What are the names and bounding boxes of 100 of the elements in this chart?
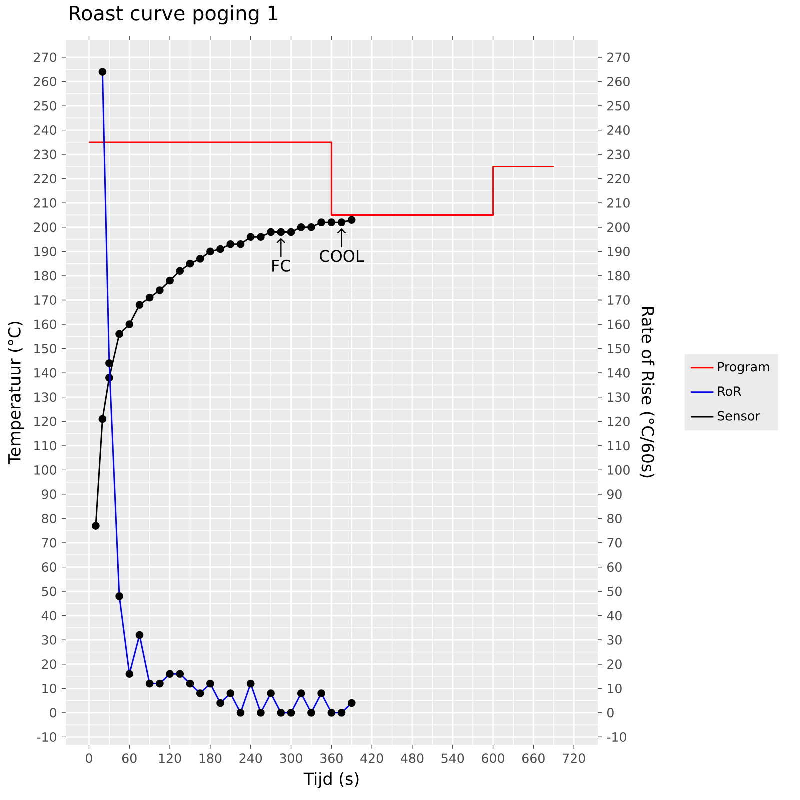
y2-tick-label: 70 (608, 538, 622, 548)
point (136, 301, 144, 310)
y-tick-label: 110 (34, 441, 56, 451)
y2-tick-label: 50 (608, 586, 622, 596)
y-tick-label: 230 (34, 150, 56, 160)
y2-tick-label: 190 (608, 246, 630, 256)
y2-tick-label: 270 (608, 52, 630, 62)
y-tick-label: 20 (42, 660, 56, 670)
y-tick-label: 160 (34, 320, 56, 330)
y2-tick-label: 250 (608, 101, 630, 111)
x-tick-label: 360 (320, 754, 343, 764)
y-tick-label: 70 (42, 538, 56, 548)
y-tick-label: 250 (34, 101, 56, 111)
y-tick-label: 90 (42, 490, 56, 500)
x-tick-label: 240 (240, 754, 262, 764)
point (176, 267, 184, 276)
point (92, 522, 100, 530)
y2-tick-label: 30 (608, 635, 622, 645)
y2-tick-label: 90 (607, 490, 622, 500)
point (146, 294, 154, 302)
y2-tick-label: 260 (608, 76, 630, 87)
x-tick-label: 600 (482, 754, 504, 764)
x-tick-label: 120 (159, 754, 182, 764)
x-tick-label: 480 (401, 754, 424, 764)
y2-tick-label: -10 (607, 732, 626, 742)
y-tick-label: 100 (34, 465, 56, 475)
x-tick-label: 0 (86, 754, 92, 764)
y-tick-label: 120 (34, 416, 56, 426)
y-tick-label: 210 (34, 198, 56, 208)
y2-tick-label: 180 (608, 271, 630, 281)
y-tick-label: 50 (42, 586, 56, 596)
y2-tick-label: 140 (608, 368, 630, 378)
y-tick-label: 150 (34, 344, 56, 354)
y-tick-label: 190 (34, 246, 56, 256)
y2-tick-label: 40 (607, 611, 622, 621)
y2-tick-label: 230 (608, 150, 630, 160)
y-tick-label: 30 (42, 635, 56, 645)
point (126, 320, 134, 328)
y-tick-label: 0 (50, 708, 56, 718)
y-tick-label: 270 (34, 52, 56, 62)
y2-tick-label: 210 (608, 198, 630, 208)
point (216, 245, 224, 254)
y2-tick-label: 150 (608, 344, 630, 354)
y-tick-label: 260 (34, 76, 56, 87)
y2-tick-label: 200 (608, 222, 630, 232)
point (226, 240, 235, 248)
y2-tick-label: 160 (608, 320, 630, 330)
point (338, 218, 346, 226)
point (287, 228, 296, 236)
point (267, 228, 275, 236)
x-tick-label: 300 (280, 754, 302, 764)
y-tick-label: -10 (37, 732, 56, 742)
y2-tick-label: 80 (608, 514, 622, 524)
x-tick-label: 540 (442, 754, 464, 764)
point (206, 248, 214, 256)
y-tick-label: 40 (42, 611, 56, 621)
legend-label: RoR (718, 386, 742, 396)
x-tick-label: 660 (522, 754, 545, 764)
point (166, 276, 174, 285)
x-tick-label: 720 (563, 754, 586, 764)
y2-tick-label: 240 (608, 126, 630, 136)
legend-label: Program (718, 362, 770, 374)
point (246, 233, 255, 242)
y2-tick-label: 220 (608, 174, 630, 184)
point (98, 415, 107, 424)
y2-tick-label: 60 (608, 562, 622, 572)
legend-label: Sensor (718, 411, 760, 421)
point (297, 223, 306, 232)
chart-title: Roast curve poging 1 (70, 5, 278, 25)
x-axis-title: Tijd (s) (304, 772, 359, 788)
y2-tick-label: 170 (608, 295, 630, 306)
x-tick-label: 60 (122, 754, 137, 764)
y-tick-label: 60 (42, 562, 56, 572)
y-tick-label: 10 (42, 684, 56, 694)
y-tick-label: 140 (34, 368, 56, 378)
point (308, 223, 316, 232)
point (348, 216, 356, 224)
y-tick-label: 200 (34, 222, 56, 232)
point (186, 260, 194, 268)
annotation: COOL (320, 250, 364, 262)
y2-tick-label: 100 (608, 465, 630, 475)
y-tick-label: 130 (34, 392, 56, 402)
y2-axis-title: Rate of Rise (°C/60s) (640, 308, 655, 478)
y2-tick-label: 130 (608, 392, 630, 402)
y-tick-label: 80 (42, 514, 56, 524)
y2-tick-label: 120 (608, 416, 630, 426)
y2-tick-label: 110 (608, 441, 630, 451)
y2-tick-label: 20 (608, 660, 622, 670)
y-tick-label: 180 (34, 271, 56, 281)
point (116, 330, 124, 338)
point (328, 218, 336, 226)
y2-tick-label: 10 (608, 684, 622, 694)
point (257, 233, 265, 242)
y2-tick-label: 0 (608, 708, 614, 718)
x-tick-label: 180 (200, 754, 222, 764)
x-tick-label: 420 (360, 754, 384, 764)
point (156, 286, 164, 294)
y-axis-title: Temperatuur (°C) (8, 322, 24, 465)
y-tick-label: 220 (34, 174, 56, 184)
point (196, 255, 204, 263)
